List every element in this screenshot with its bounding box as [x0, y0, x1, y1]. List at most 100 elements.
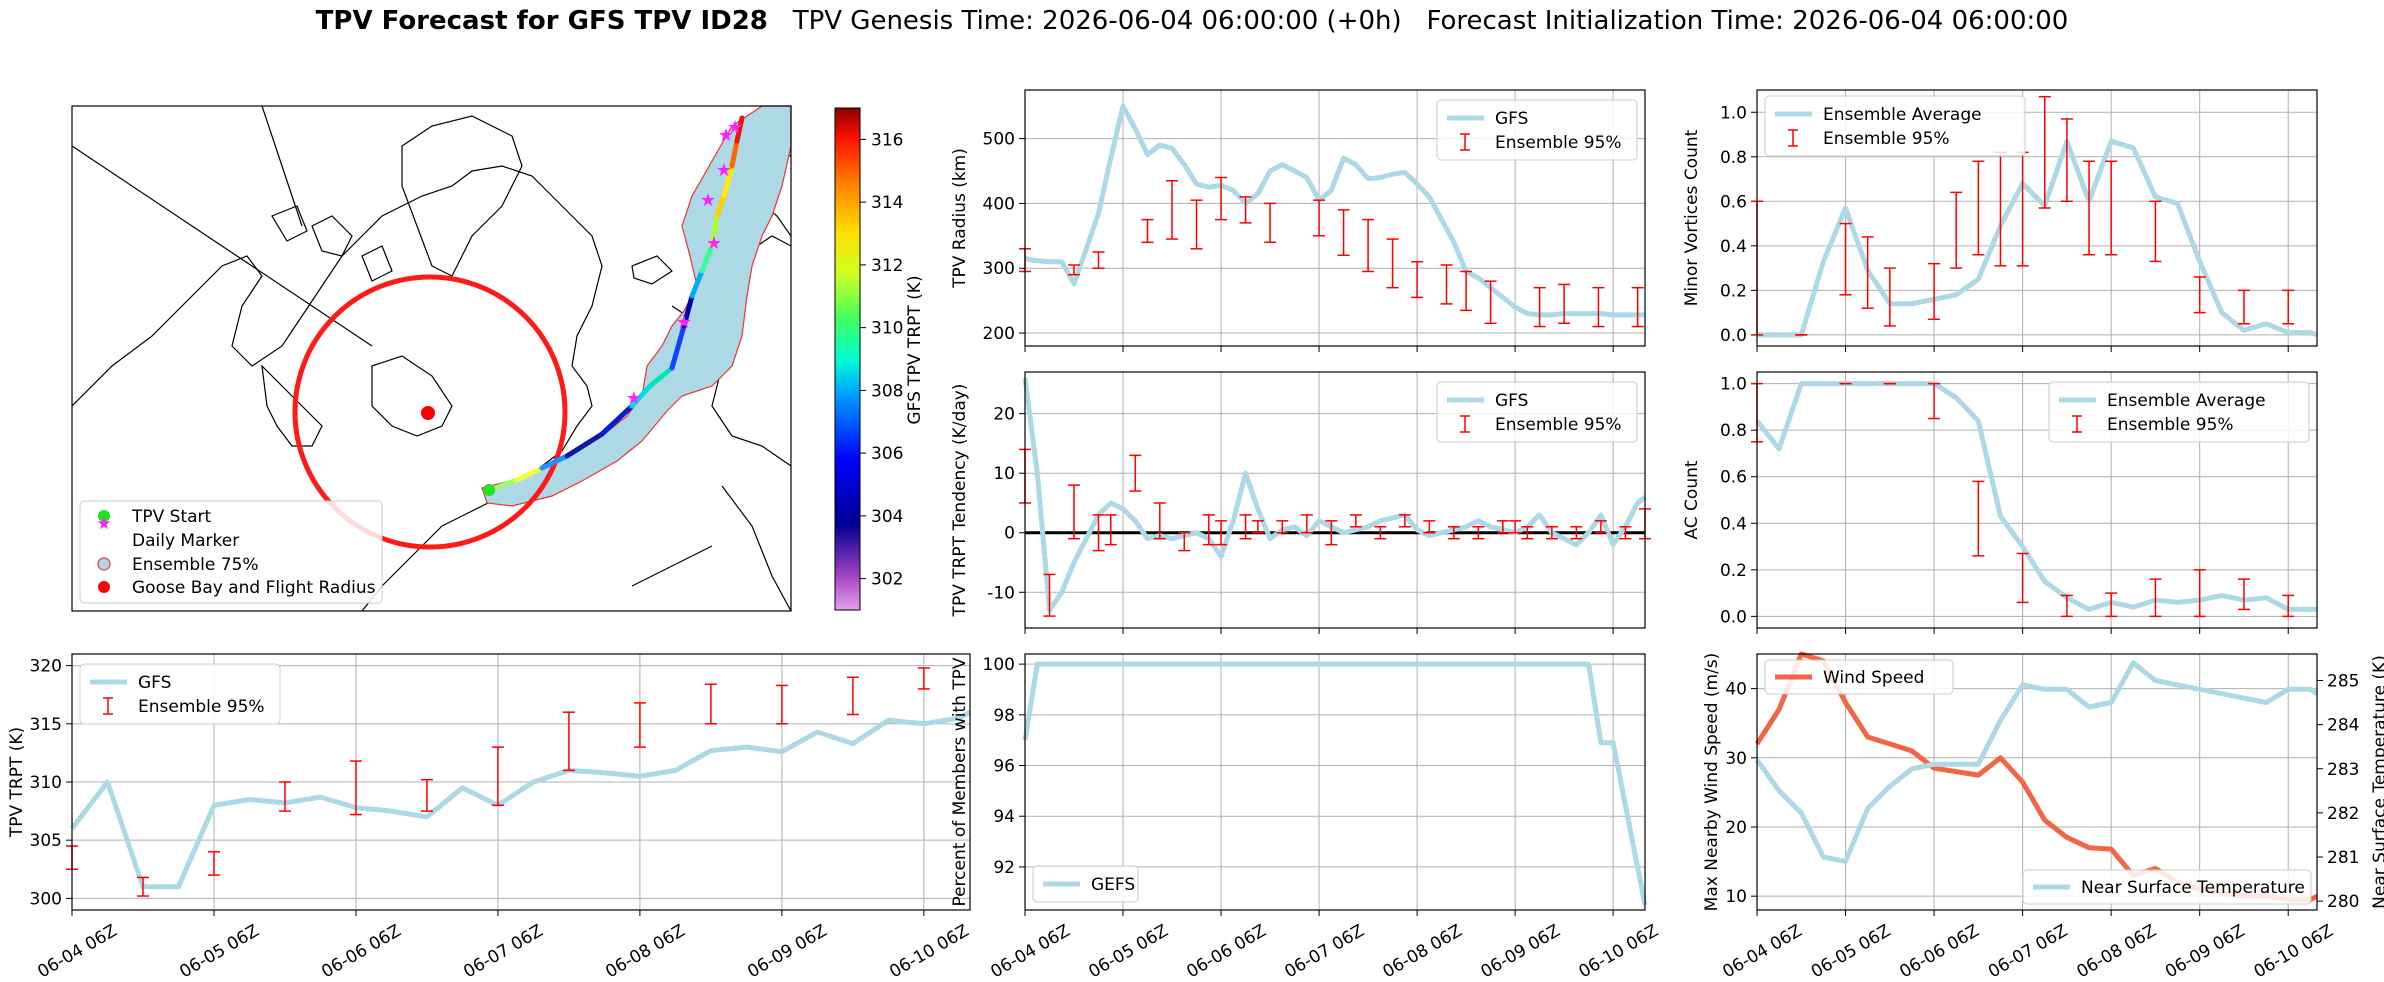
- legend-box: [1764, 659, 1954, 695]
- legend-label: GFS: [1495, 109, 1528, 129]
- legend-box: [1436, 381, 1638, 443]
- plot-frame: [1756, 89, 2318, 347]
- plot-frame: [1756, 653, 2318, 911]
- labrador: [371, 355, 453, 437]
- y-tick-label: 300: [983, 259, 1015, 279]
- legend-box: [2048, 381, 2310, 443]
- y-tick-label: 200: [983, 324, 1015, 344]
- series-line: [1024, 103, 1645, 318]
- y-axis-label: Max Nearby Wind Speed (m/s): [1702, 653, 1722, 912]
- tpv-start-marker: [483, 484, 495, 496]
- y-tick-label: 94: [993, 807, 1015, 827]
- legend-box: [1436, 99, 1638, 161]
- series-line: [1755, 381, 2317, 612]
- y-tick-label: 100: [983, 655, 1015, 675]
- y-tick-label: 0.2: [1720, 281, 1747, 301]
- arctic-islands: [271, 205, 393, 282]
- trpt-chart: 300 305 310 315 320 TPV TRPT (K) 06-04 06Z 06-0…: [7, 653, 973, 982]
- legend: GEFS: [1032, 865, 1139, 903]
- legend-box: [1032, 865, 1139, 903]
- x-tick-label: 06-08 06Z: [2074, 921, 2160, 982]
- x-tick-label: 06-04 06Z: [987, 921, 1073, 982]
- map-legend: ★ TPV Start Daily Marker Ensemble 75% Go…: [79, 500, 383, 604]
- y-tick-label: 96: [993, 757, 1015, 777]
- colorbar-tick-label: 314: [871, 193, 903, 213]
- legend-label: Ensemble Average: [1823, 105, 1982, 125]
- y-tick-label: 0.0: [1720, 607, 1747, 627]
- y-tick-label: 40: [1725, 680, 1747, 700]
- legend-ensemble-75: Ensemble 75%: [132, 555, 259, 575]
- legend-label: Ensemble 95%: [1495, 133, 1622, 153]
- y-tick-label: 300: [30, 889, 62, 909]
- x-tick-label: 06-04 06Z: [34, 921, 120, 982]
- y-tick-label: 0.8: [1720, 148, 1747, 168]
- y-tick-label: 1.0: [1720, 103, 1747, 123]
- y-tick-label: 0.4: [1720, 237, 1747, 257]
- y-axis-label: TPV TRPT (K): [7, 727, 27, 838]
- series-line: [70, 710, 972, 890]
- y-axis-label: Minor Vortices Count: [1682, 129, 1702, 306]
- legend-daily-marker: Daily Marker: [132, 531, 239, 551]
- legend-goose-bay: Goose Bay and Flight Radius: [132, 578, 376, 598]
- svg-text:★: ★: [716, 160, 732, 181]
- y-tick-label: -10: [987, 583, 1015, 603]
- x-tick-label: 06-06 06Z: [1183, 921, 1269, 982]
- legend: Ensemble Average Ensemble 95%: [2048, 381, 2310, 443]
- tendency-chart: -10 0 10 20 TPV TRPT Tendency (K/day) GFS Ense…: [950, 371, 1651, 634]
- y-tick-label: 315: [30, 715, 62, 735]
- legend-label: Ensemble 95%: [1495, 415, 1622, 435]
- series-line: [1757, 138, 2318, 338]
- colorbar-tick-label: 308: [871, 381, 903, 401]
- title-bold: TPV Forecast for GFS TPV ID28: [315, 6, 768, 36]
- greenland: [401, 115, 523, 277]
- legend-box: [1764, 95, 2026, 157]
- x-tick-label: 06-10 06Z: [2251, 921, 2337, 982]
- error-bars: [66, 667, 930, 897]
- series-line: [1754, 660, 2319, 864]
- ac-count-chart: 0.0 0.2 0.4 0.6 0.8 1.0 AC Count Ensemble Avera…: [1682, 371, 2318, 634]
- y-tick-label: 305: [30, 831, 62, 851]
- y-tick-label: 0.4: [1720, 514, 1747, 534]
- x-tick-label: 06-09 06Z: [1477, 921, 1563, 982]
- colorbar-tick-label: 302: [871, 570, 903, 590]
- svg-text:★: ★: [718, 125, 734, 146]
- legend-label: Ensemble 95%: [2107, 415, 2234, 435]
- legend-label: Wind Speed: [1823, 668, 1924, 688]
- plot-frame: [1024, 89, 1646, 347]
- legend-box: [79, 663, 281, 725]
- hudson-bay: [261, 364, 323, 447]
- x-tick-label: 06-07 06Z: [460, 921, 546, 982]
- y-tick-label: 0: [1004, 524, 1015, 544]
- legend-label: Ensemble 95%: [138, 697, 265, 717]
- plot-frame: [71, 653, 971, 911]
- colorbar-label-svg: GFS TPV TRPT (K): [905, 275, 925, 424]
- y-tick-label: 0.6: [1720, 192, 1747, 212]
- y2-axis-label: Near Surface Temperature (K): [2370, 655, 2384, 909]
- iceland: [631, 255, 673, 285]
- y-axis-label: TPV Radius (km): [950, 148, 970, 289]
- error-bars: [1751, 95, 2295, 336]
- x-tick-label: 06-09 06Z: [2162, 921, 2248, 982]
- x-tick-label: 06-10 06Z: [1575, 921, 1661, 982]
- y2-tick-label: 285: [2327, 671, 2359, 691]
- colorbar-label: GFS TPV TRPT (K): [905, 275, 925, 424]
- y-tick-label: 20: [993, 405, 1015, 425]
- y-tick-label: 30: [1725, 749, 1747, 769]
- svg-text:★: ★: [626, 388, 642, 409]
- y-tick-label: 0.8: [1720, 421, 1747, 441]
- error-bars: [1751, 382, 2295, 618]
- y-tick-label: 310: [30, 773, 62, 793]
- series-line: [1022, 661, 1648, 906]
- x-tick-label: 06-05 06Z: [1808, 921, 1894, 982]
- members-chart: 92 94 96 98 100 Percent of Members with TPV 06…: [950, 653, 1662, 982]
- y-tick-label: 400: [983, 194, 1015, 214]
- y2-tick-label: 283: [2327, 760, 2359, 780]
- meridian-1: [72, 145, 373, 347]
- plot-frame: [1024, 653, 1646, 911]
- y-axis-label: Percent of Members with TPV: [950, 657, 970, 906]
- y-axis-label: AC Count: [1682, 460, 1702, 539]
- legend-label: GFS: [138, 673, 171, 693]
- y-tick-label: 10: [993, 464, 1015, 484]
- plot-frame: [1756, 371, 2318, 629]
- x-tick-label: 06-09 06Z: [744, 921, 830, 982]
